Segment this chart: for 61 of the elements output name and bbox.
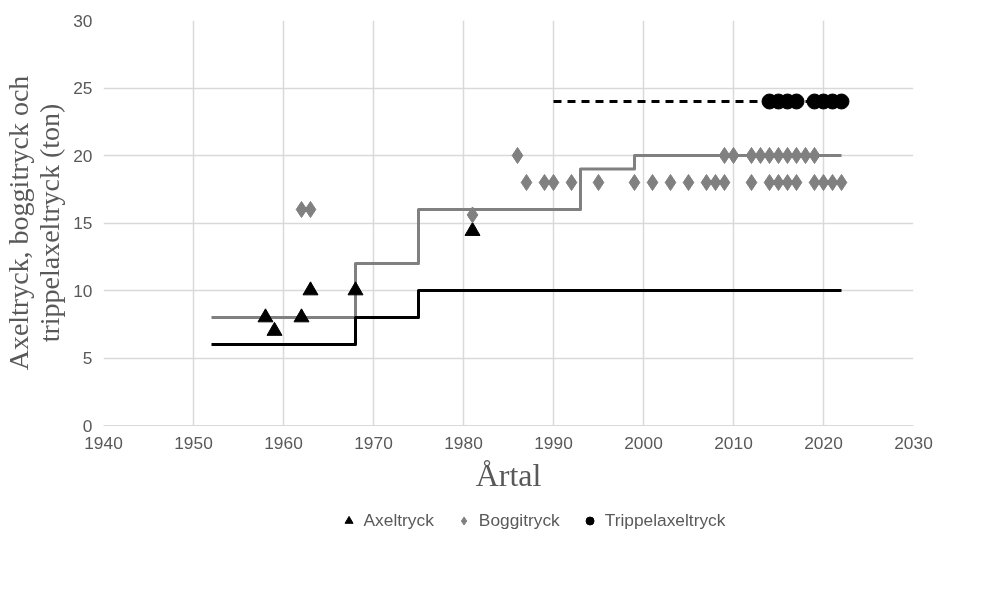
point [790,174,803,191]
legend-label: Boggitryck [478,509,560,531]
point [718,147,731,164]
point [808,174,821,191]
point [592,174,605,191]
point [565,174,578,191]
legend-label: Trippelaxeltryck [604,509,726,531]
x-tick-label: 2020 [804,432,843,453]
point [745,147,758,164]
point [826,174,839,191]
point [520,174,533,191]
point [464,221,481,236]
point [790,147,803,164]
point [718,174,731,191]
y-tick-label: 20 [73,145,93,166]
point [304,201,317,218]
y-tick-label: 25 [73,78,93,98]
point [266,321,283,336]
point [646,174,659,191]
point [763,174,776,191]
y-axis-title: Axeltryck, boggitryck och trippelaxeltryck (ton) [3,75,66,371]
legend-label: Axeltryck [363,509,434,531]
y-tick-label: 10 [73,280,93,301]
point [547,174,560,191]
x-tick-label: 2000 [624,432,663,453]
point [799,147,812,164]
point [700,174,713,191]
y-tick-label: 5 [82,348,93,368]
point [293,308,310,323]
x-tick-label: 2030 [894,432,933,453]
point [781,147,794,164]
x-tick-label: 1990 [534,432,573,453]
x-tick-label: 1960 [264,432,303,453]
point [772,147,785,164]
x-axis-title: Årtal [475,456,542,493]
x-tick-label: 1980 [444,432,483,453]
point [709,174,722,191]
point [664,174,677,191]
point [257,308,274,323]
x-tick-label: 1950 [174,432,213,453]
point [466,206,479,224]
point [835,174,848,191]
point [538,174,551,191]
point [817,174,830,191]
y-tick-label: 15 [73,213,93,233]
point [682,174,695,191]
point [772,174,785,191]
point [628,174,641,191]
point [302,281,319,296]
point [347,281,364,296]
point [763,147,776,164]
point [727,147,740,164]
point [295,201,308,218]
point [781,174,794,191]
point [745,174,758,191]
point [511,147,524,164]
x-tick-label: 2010 [714,432,753,453]
y-tick-label: 30 [73,10,93,31]
point [754,147,767,164]
point [808,147,821,164]
x-tick-label: 1970 [354,432,393,453]
